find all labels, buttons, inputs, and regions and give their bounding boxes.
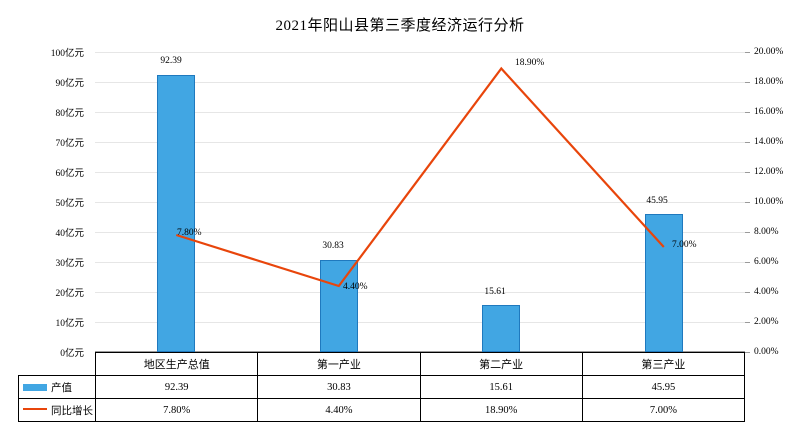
y-right-tick: 4.00%: [754, 287, 779, 297]
y-left-tick: 70亿元: [55, 139, 84, 149]
table-cell: 45.95: [581, 375, 746, 399]
gridline: [95, 292, 745, 293]
y-left-tick: 10亿元: [55, 319, 84, 329]
table-column-header: 第三产业: [581, 352, 746, 376]
bar-series-chanzhi-2[interactable]: [482, 305, 521, 352]
y-right-tick: 10.00%: [754, 197, 784, 207]
line-value-label: 7.80%: [177, 228, 202, 238]
line-value-label: 18.90%: [515, 58, 545, 68]
table-cell: 7.00%: [581, 398, 746, 422]
bar-series-chanzhi-1[interactable]: [319, 259, 358, 352]
y-right-tick: 20.00%: [754, 47, 784, 57]
table-header-row: 地区生产总值 第一产业 第二产业 第三产业: [19, 352, 746, 376]
y-right-tick: 8.00%: [754, 227, 779, 237]
y-left-tick: 40亿元: [55, 229, 84, 239]
table-cell: 18.90%: [419, 398, 583, 422]
y-right-tick: 0.00%: [754, 347, 779, 357]
table-row: 同比增长 7.80% 4.40% 18.90% 7.00%: [17, 398, 746, 422]
bar-value-label: 30.83: [322, 241, 344, 251]
table-cell: 4.40%: [257, 398, 421, 422]
table-cell: 7.80%: [95, 398, 259, 422]
y-left-tick: 90亿元: [55, 79, 84, 89]
y-right-tick: 18.00%: [754, 77, 784, 87]
table-cell: 15.61: [419, 375, 583, 399]
bar-value-label: 92.39: [160, 56, 182, 66]
table-column-header: 地区生产总值: [95, 352, 259, 376]
bar-value-label: 45.95: [646, 196, 668, 206]
y-right-tick: 2.00%: [754, 317, 779, 327]
legend-item-chanzhi[interactable]: 产值: [17, 375, 97, 399]
y-left-tick: 30亿元: [55, 259, 84, 269]
y-left-tick: 50亿元: [55, 199, 84, 209]
y-right-tick: 16.00%: [754, 107, 784, 117]
chart-title: 2021年阳山县第三季度经济运行分析: [275, 18, 525, 34]
y-left-tick: 80亿元: [55, 109, 84, 119]
data-table: 地区生产总值 第一产业 第二产业 第三产业 产值 92.39 30.83 15.…: [17, 352, 746, 422]
table-column-header: 第二产业: [419, 352, 583, 376]
y-left-tick: 20亿元: [55, 289, 84, 299]
y-right-tick: 6.00%: [754, 257, 779, 267]
line-swatch-icon: [23, 408, 47, 410]
y-right-tick: 12.00%: [754, 167, 784, 177]
bar-series-chanzhi-3[interactable]: [644, 214, 683, 352]
bar-value-label: 15.61: [484, 287, 506, 297]
table-cell: 30.83: [257, 375, 421, 399]
y-right-tick: 14.00%: [754, 137, 784, 147]
line-value-label: 4.40%: [343, 282, 368, 292]
table-cell: 92.39: [95, 375, 259, 399]
bar-series-chanzhi-0[interactable]: [157, 74, 196, 352]
table-corner-cell: [19, 353, 96, 376]
gridline: [95, 322, 745, 323]
legend-label: 产值: [51, 382, 72, 394]
x-axis-line: [95, 351, 745, 352]
gridline: [95, 52, 745, 53]
bar-swatch-icon: [23, 383, 47, 391]
table-row: 产值 92.39 30.83 15.61 45.95: [17, 375, 746, 399]
line-value-label: 7.00%: [672, 240, 697, 250]
legend-label: 同比增长: [51, 405, 93, 417]
table-column-header: 第一产业: [257, 352, 421, 376]
legend-item-tongbizengzhang[interactable]: 同比增长: [17, 398, 97, 422]
y-left-tick: 60亿元: [55, 169, 84, 179]
y-left-tick: 100亿元: [50, 49, 84, 59]
